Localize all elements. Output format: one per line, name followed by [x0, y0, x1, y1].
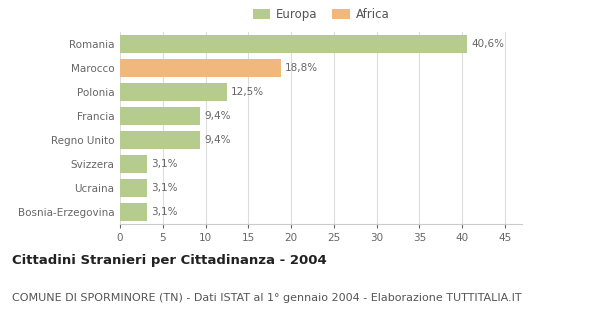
Text: 18,8%: 18,8% — [285, 63, 318, 73]
Bar — [120, 204, 146, 221]
Text: 40,6%: 40,6% — [472, 39, 505, 49]
Text: COMUNE DI SPORMINORE (TN) - Dati ISTAT al 1° gennaio 2004 - Elaborazione TUTTITA: COMUNE DI SPORMINORE (TN) - Dati ISTAT a… — [12, 293, 521, 303]
Bar — [120, 107, 200, 124]
Text: 3,1%: 3,1% — [151, 207, 177, 217]
Text: 9,4%: 9,4% — [205, 111, 231, 121]
Text: 9,4%: 9,4% — [205, 135, 231, 145]
Bar — [120, 131, 200, 148]
Bar — [120, 36, 467, 52]
Bar — [120, 179, 146, 196]
Text: 3,1%: 3,1% — [151, 183, 177, 193]
Text: 3,1%: 3,1% — [151, 159, 177, 169]
Text: 12,5%: 12,5% — [231, 87, 265, 97]
Legend: Europa, Africa: Europa, Africa — [248, 3, 394, 26]
Bar — [120, 83, 227, 100]
Bar — [120, 155, 146, 172]
Bar — [120, 60, 281, 77]
Text: Cittadini Stranieri per Cittadinanza - 2004: Cittadini Stranieri per Cittadinanza - 2… — [12, 254, 327, 267]
